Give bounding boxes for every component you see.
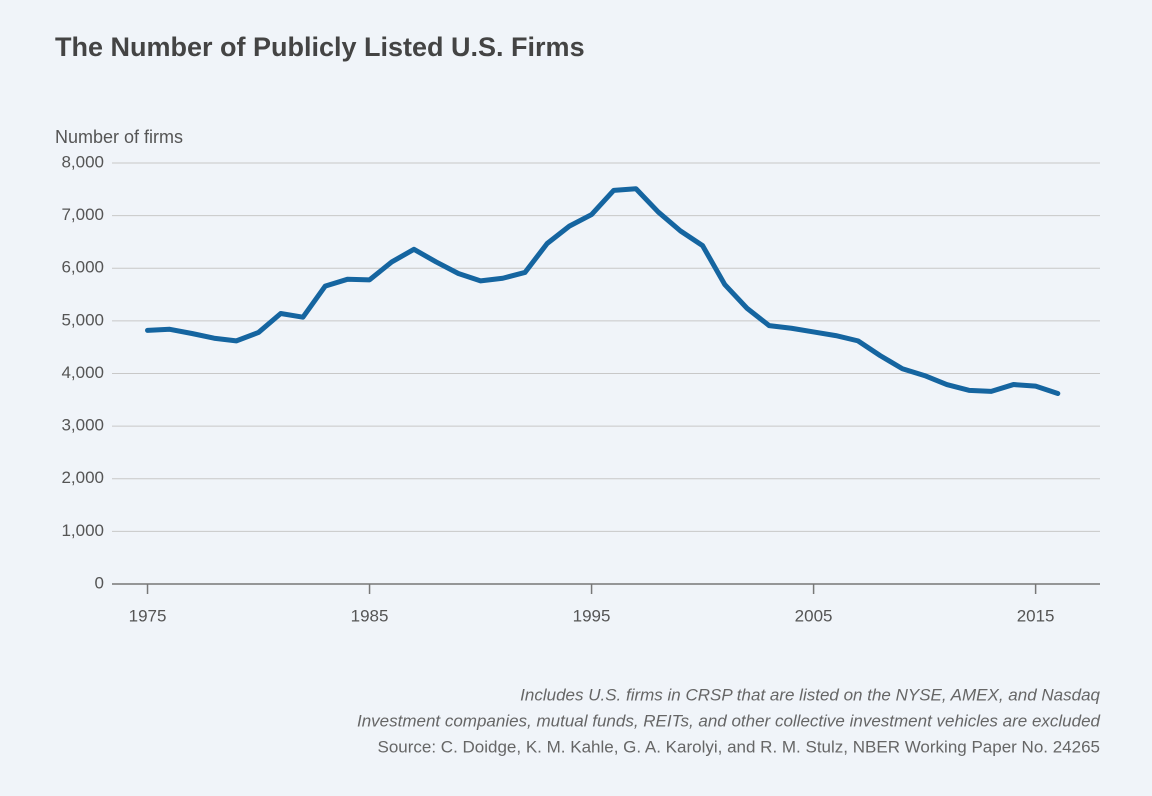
y-tick-label: 4,000 — [61, 363, 104, 382]
x-tick-label: 2015 — [1017, 606, 1055, 625]
note: Investment companies, mutual funds, REIT… — [357, 711, 1101, 730]
y-axis-label: Number of firms — [55, 127, 183, 147]
y-tick-label: 1,000 — [61, 521, 104, 540]
x-tick-label: 1975 — [129, 606, 167, 625]
x-tick-label: 2005 — [795, 606, 833, 625]
y-tick-label: 8,000 — [61, 152, 104, 171]
data-line — [145, 186, 1061, 396]
y-tick-label: 3,000 — [61, 416, 104, 435]
chart-title: The Number of Publicly Listed U.S. Firms — [55, 32, 585, 62]
y-tick-label: 0 — [95, 573, 104, 592]
x-tick-label: 1995 — [573, 606, 611, 625]
y-tick-label: 7,000 — [61, 205, 104, 224]
y-tick-label: 6,000 — [61, 258, 104, 277]
y-tick-label: 2,000 — [61, 468, 104, 487]
source: Source: C. Doidge, K. M. Kahle, G. A. Ka… — [377, 737, 1100, 756]
y-tick-label: 5,000 — [61, 310, 104, 329]
x-tick-label: 1985 — [351, 606, 389, 625]
note: Includes U.S. firms in CRSP that are lis… — [520, 685, 1100, 704]
